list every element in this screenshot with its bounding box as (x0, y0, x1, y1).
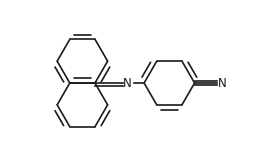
Text: N: N (123, 77, 132, 89)
Text: N: N (218, 77, 227, 89)
